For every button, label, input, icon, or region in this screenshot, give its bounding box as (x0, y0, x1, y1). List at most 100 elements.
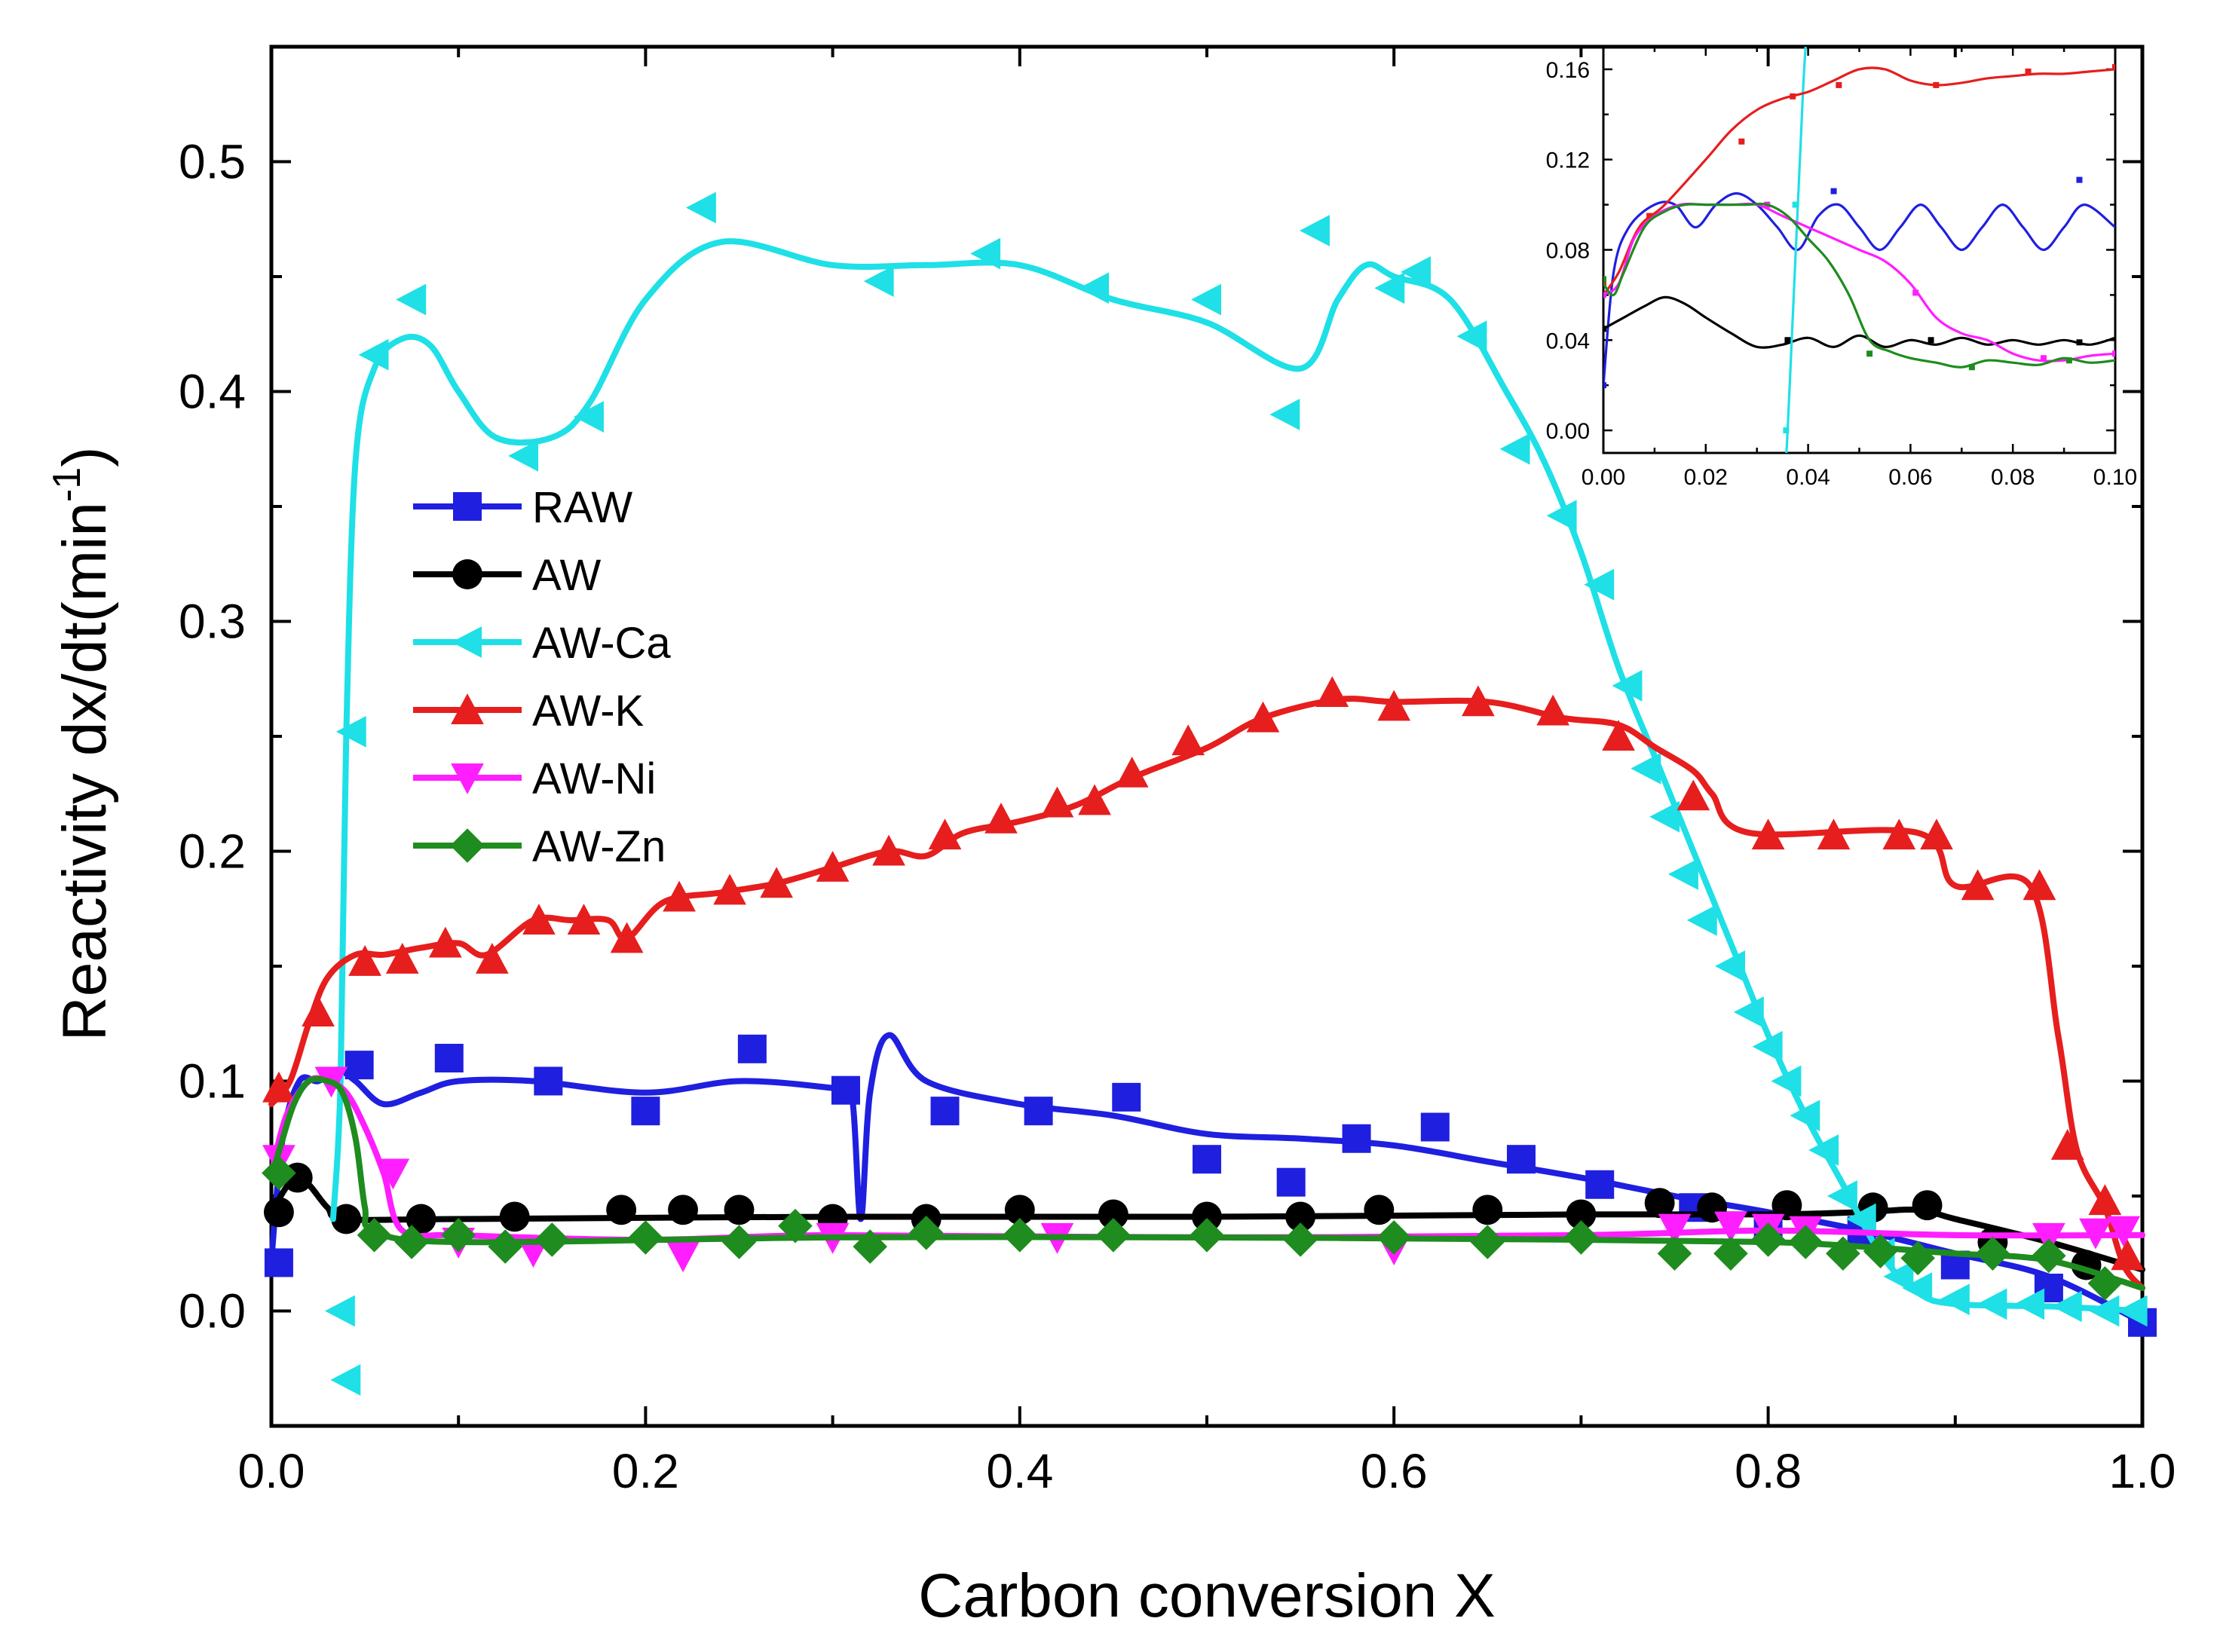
inset-series-aw-point (1928, 337, 1934, 344)
series-aw-zn-point (1283, 1222, 1318, 1257)
inset-y-tick-label: 0.16 (1546, 58, 1590, 83)
series-aw-k-point (567, 904, 601, 935)
series-raw-point (534, 1066, 563, 1096)
series-aw-ca-point (1401, 256, 1431, 288)
series-aw-ca-point (2117, 1295, 2148, 1327)
series-aw-point (1644, 1188, 1675, 1219)
inset-series-raw-point (2076, 176, 2083, 183)
series-aw-ca-point (1269, 399, 1300, 430)
inset-series-raw-point (1830, 188, 1837, 194)
series-aw-ca-point (2051, 1290, 2082, 1323)
series-aw-k-point (1920, 818, 1953, 850)
series-raw-point (344, 1051, 374, 1080)
series-raw-point (1276, 1167, 1306, 1197)
inset-series-aw-k-point (1738, 138, 1745, 145)
series-aw-k-point (1751, 818, 1785, 850)
series-aw-ca-point (1546, 500, 1577, 532)
series-aw-ca-point (574, 401, 604, 433)
series-aw-k-point (385, 943, 419, 974)
inset-y-tick-label: 0.00 (1546, 419, 1590, 444)
inset-plot-area (1603, 47, 2115, 453)
inset-series-aw-point (1784, 337, 1791, 344)
series-aw-k-point (872, 834, 905, 866)
series-aw-point (263, 1197, 294, 1228)
inset-x-tick-label: 0.02 (1684, 465, 1728, 490)
series-aw-zn-point (1376, 1220, 1411, 1255)
inset-series-aw-point (2076, 339, 2083, 346)
series-aw-point (1364, 1195, 1395, 1225)
series-aw-ca-point (1827, 1180, 1857, 1212)
series-aw-ca-point (1733, 996, 1764, 1028)
series-aw-k-point (1602, 720, 1635, 751)
main-y-tick-label: 0.4 (179, 365, 246, 419)
series-aw-k-point (760, 867, 793, 898)
series-aw-zn-point (1713, 1236, 1748, 1271)
main-axes: 0.0 0.2 0.4 0.6 0.8 1.0 0.0 0.1 0.2 0.3 0.4 0.5 (179, 44, 2176, 1498)
series-aw-ca-point (1631, 752, 1661, 785)
inset-x-tick-label: 0.06 (1888, 465, 1932, 490)
inset-series-aw-ni-point (1912, 289, 1919, 296)
series-raw-point (1024, 1097, 1053, 1126)
series-aw-ca-point (1649, 800, 1680, 833)
series-aw-point (724, 1195, 755, 1225)
series-aw-point (1285, 1201, 1316, 1232)
inset-series-aw (1603, 295, 2115, 349)
series-aw-zn-point (2087, 1266, 2123, 1301)
main-x-tick-label: 1.0 (2109, 1444, 2176, 1498)
inset-series-aw-zn-line (1603, 202, 2115, 369)
series-aw-zn-point (2032, 1238, 2066, 1274)
main-plot-area (262, 191, 2157, 1396)
series-aw-ca (324, 191, 2148, 1396)
series-aw-ca-point (335, 716, 366, 748)
series-aw-point (1771, 1190, 1802, 1221)
series-aw-point (1192, 1201, 1222, 1232)
series-aw-ca-point (1456, 320, 1487, 353)
legend-swatch-marker (451, 763, 484, 794)
series-raw-point (1112, 1082, 1141, 1112)
series-aw-k (262, 676, 2145, 1291)
legend-label: AW-Ni (532, 754, 656, 803)
series-aw-point (331, 1204, 362, 1234)
inset-series-aw-k-point (2112, 63, 2115, 70)
series-aw-k-point (522, 904, 556, 935)
series-aw-ca-point (1668, 858, 1698, 890)
series-aw-ca-point (1902, 1272, 1933, 1304)
series-aw-point (1912, 1190, 1943, 1221)
main-y-tick-label: 0.0 (179, 1284, 246, 1338)
series-aw-zn (262, 1075, 2145, 1301)
series-aw-ca-point (330, 1364, 361, 1396)
inset-series-aw-k-point (1836, 81, 1842, 88)
inset-series-aw-ca-point (1792, 201, 1799, 208)
series-aw-ca-point (1715, 950, 1745, 982)
series-aw-k-point (1171, 724, 1205, 756)
main-y-tick-label: 0.5 (179, 135, 246, 189)
legend-label: RAW (532, 483, 632, 532)
series-aw-zn-point (908, 1216, 944, 1250)
legend-item-aw-k: AW-K (413, 687, 645, 736)
series-aw-point (406, 1204, 436, 1234)
series-aw-ca-point (2014, 1288, 2045, 1320)
series-aw-k-point (348, 945, 381, 976)
series-aw-zn-point (488, 1229, 523, 1264)
inset-series-raw (1603, 176, 2115, 389)
inset-series-aw-ni-point (1603, 292, 1606, 298)
legend-label: AW-Zn (532, 822, 666, 871)
series-aw-k-point (1676, 779, 1710, 811)
inset-x-tick-label: 0.00 (1582, 465, 1625, 490)
series-aw-ca-point (1939, 1283, 1970, 1316)
series-aw-zn-point (1003, 1218, 1037, 1253)
series-aw-k-point (262, 1071, 295, 1103)
series-aw-zn-point (262, 1155, 296, 1191)
inset-series-aw-zn-point (1968, 364, 1975, 371)
series-aw-point (499, 1201, 530, 1232)
series-aw-ca-point (1612, 670, 1643, 702)
series-aw-ca-point (1686, 904, 1717, 936)
inset-series-raw-line (1603, 192, 2115, 386)
series-aw-k-point (2088, 1184, 2122, 1216)
series-aw-zn-point (721, 1225, 757, 1259)
series-aw-zn-point (1657, 1236, 1692, 1271)
legend-label: AW (532, 551, 602, 600)
legend-item-aw-zn: AW-Zn (413, 822, 666, 871)
inset-series-aw-k-point (1933, 81, 1940, 88)
